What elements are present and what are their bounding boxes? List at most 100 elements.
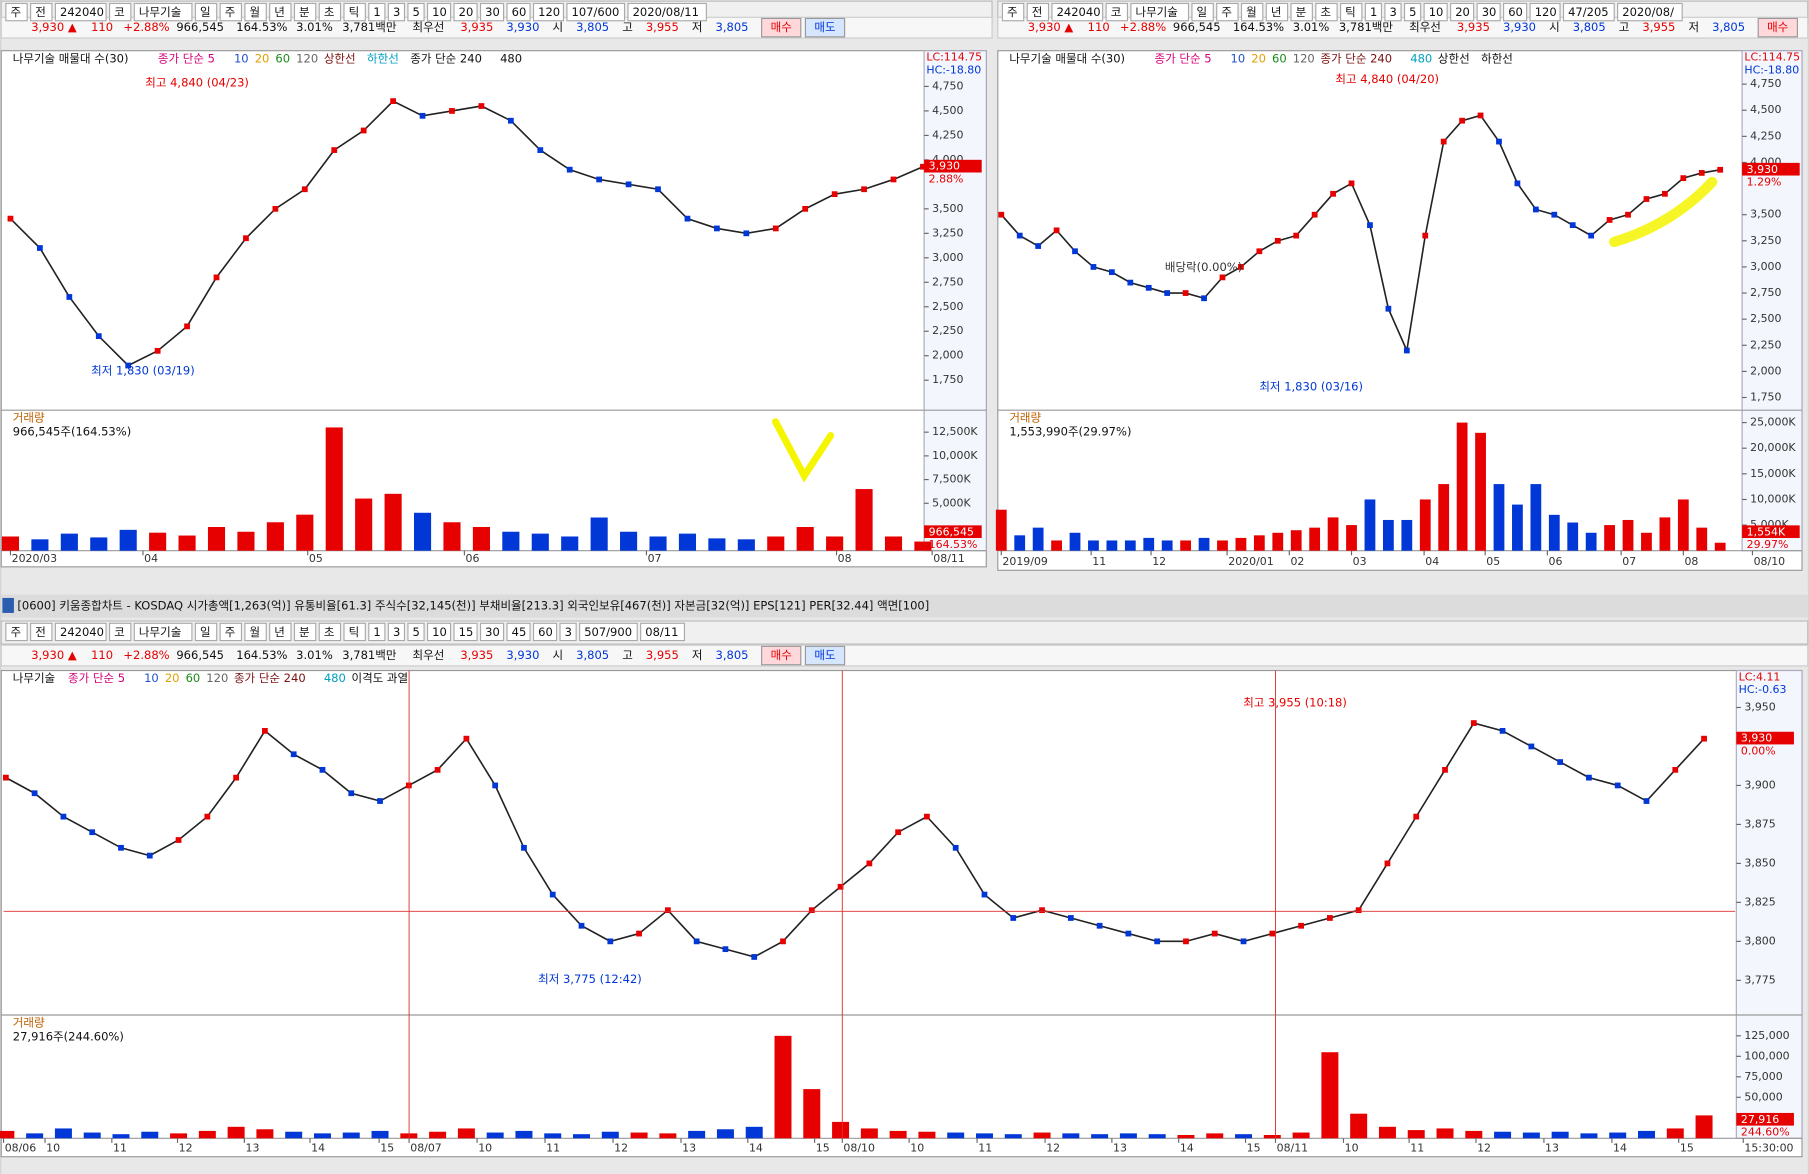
toolbar-button[interactable] (1339, 2, 1363, 22)
toolbar-button[interactable] (343, 2, 366, 22)
volume-bar (1714, 542, 1726, 551)
legend-item: 종가 단순 5 (158, 51, 215, 65)
toolbar-button[interactable] (1216, 2, 1239, 22)
toolbar-button[interactable] (108, 2, 132, 22)
legend-item: 20 (1251, 51, 1266, 65)
toolbar-button[interactable] (426, 2, 452, 22)
toolbar-button[interactable] (1364, 2, 1383, 22)
close-marker (636, 930, 642, 937)
toolbar-button[interactable] (133, 2, 193, 22)
toolbar-button[interactable] (566, 2, 626, 22)
toolbar-label: 47/205 (1568, 5, 1609, 19)
close-marker (1355, 907, 1362, 914)
toolbar-button[interactable] (407, 622, 425, 642)
volume-bar (1091, 1134, 1109, 1139)
toolbar-button[interactable] (1290, 2, 1313, 22)
volume-bar (1585, 532, 1597, 551)
toolbar-button[interactable] (368, 2, 386, 22)
price-tick-label: 3,000 (1750, 260, 1781, 273)
toolbar-button[interactable] (627, 2, 707, 22)
close-marker (154, 347, 161, 354)
volume-bar (708, 538, 726, 551)
toolbar-button[interactable] (30, 622, 53, 642)
toolbar-label: 나무기술 (139, 5, 181, 19)
date-label: 10 (910, 1142, 924, 1155)
toolbar-button[interactable] (579, 622, 638, 642)
toolbar-button[interactable] (1315, 2, 1338, 22)
toolbar-button[interactable] (54, 2, 107, 22)
toolbar-button[interactable] (194, 2, 218, 22)
toolbar-button[interactable] (219, 622, 243, 642)
volume-tick-label: 5,000K (932, 496, 971, 509)
toolbar-button[interactable] (1476, 2, 1501, 22)
toolbar-button[interactable] (1384, 2, 1402, 22)
toolbar-button[interactable] (1051, 2, 1104, 22)
toolbar-button[interactable] (133, 622, 193, 642)
toolbar-button[interactable] (1450, 2, 1475, 22)
toolbar-button[interactable] (1105, 2, 1129, 22)
toolbar-button[interactable] (1265, 2, 1289, 22)
toolbar-button[interactable] (269, 2, 292, 22)
toolbar-button[interactable] (368, 622, 386, 642)
order-button[interactable] (1757, 17, 1798, 38)
quote-item: 164.53% (1233, 20, 1284, 34)
toolbar-button[interactable] (269, 622, 292, 642)
toolbar-button[interactable] (559, 622, 577, 642)
toolbar-button[interactable] (293, 622, 317, 642)
toolbar-label: 월 (250, 625, 261, 639)
toolbar-button[interactable] (30, 2, 53, 22)
volume-bar (227, 1126, 245, 1139)
toolbar-button[interactable] (194, 622, 218, 642)
toolbar-button[interactable] (506, 622, 531, 642)
toolbar-button[interactable] (293, 2, 317, 22)
toolbar-button[interactable] (1130, 2, 1190, 22)
toolbar-button[interactable] (1529, 2, 1561, 22)
legend-item: 나무기술 (13, 671, 55, 685)
toolbar-button[interactable] (1562, 2, 1615, 22)
toolbar-button[interactable] (532, 2, 565, 22)
toolbar-button[interactable] (5, 622, 28, 642)
toolbar-label: 나무기술 (139, 625, 181, 639)
toolbar-button[interactable] (318, 622, 342, 642)
toolbar-button[interactable] (1240, 2, 1264, 22)
order-button[interactable] (804, 17, 846, 38)
toolbar-button[interactable] (640, 622, 686, 642)
order-button[interactable] (804, 645, 846, 666)
toolbar-button[interactable] (108, 622, 132, 642)
toolbar-button[interactable] (54, 622, 107, 642)
toolbar-button[interactable] (453, 2, 478, 22)
toolbar-button[interactable] (244, 2, 267, 22)
toolbar-button[interactable] (1026, 2, 1050, 22)
date-label: 07 (648, 552, 662, 565)
order-button[interactable] (761, 645, 802, 666)
toolbar-button[interactable] (343, 622, 366, 642)
toolbar-button[interactable] (219, 2, 243, 22)
toolbar-button[interactable] (479, 622, 505, 642)
close-marker (1067, 915, 1074, 921)
toolbar-button[interactable] (1001, 2, 1025, 22)
toolbar-button[interactable] (244, 622, 267, 642)
toolbar-button[interactable] (318, 2, 342, 22)
toolbar-button[interactable] (387, 622, 406, 642)
toolbar-button[interactable] (1617, 2, 1683, 22)
toolbar-button[interactable] (1423, 2, 1448, 22)
toolbar-button[interactable] (532, 622, 558, 642)
volume-bar (112, 1134, 130, 1139)
toolbar-button[interactable] (387, 2, 406, 22)
toolbar-button[interactable] (426, 622, 452, 642)
volume-bar (443, 522, 461, 551)
toolbar-button[interactable] (479, 2, 505, 22)
toolbar-button[interactable] (5, 2, 28, 22)
close-marker (1219, 274, 1226, 281)
toolbar-button[interactable] (407, 2, 425, 22)
order-button[interactable] (761, 17, 802, 38)
toolbar-button[interactable] (1403, 2, 1422, 22)
toolbar-button[interactable] (453, 622, 478, 642)
toolbar-label: 2020/08/11 (633, 5, 699, 19)
toolbar-button[interactable] (1191, 2, 1214, 22)
toolbar-button[interactable] (506, 2, 531, 22)
close-marker (1182, 290, 1189, 296)
toolbar-button[interactable] (1503, 2, 1528, 22)
close-marker (31, 790, 38, 797)
volume-bar (1069, 532, 1081, 551)
